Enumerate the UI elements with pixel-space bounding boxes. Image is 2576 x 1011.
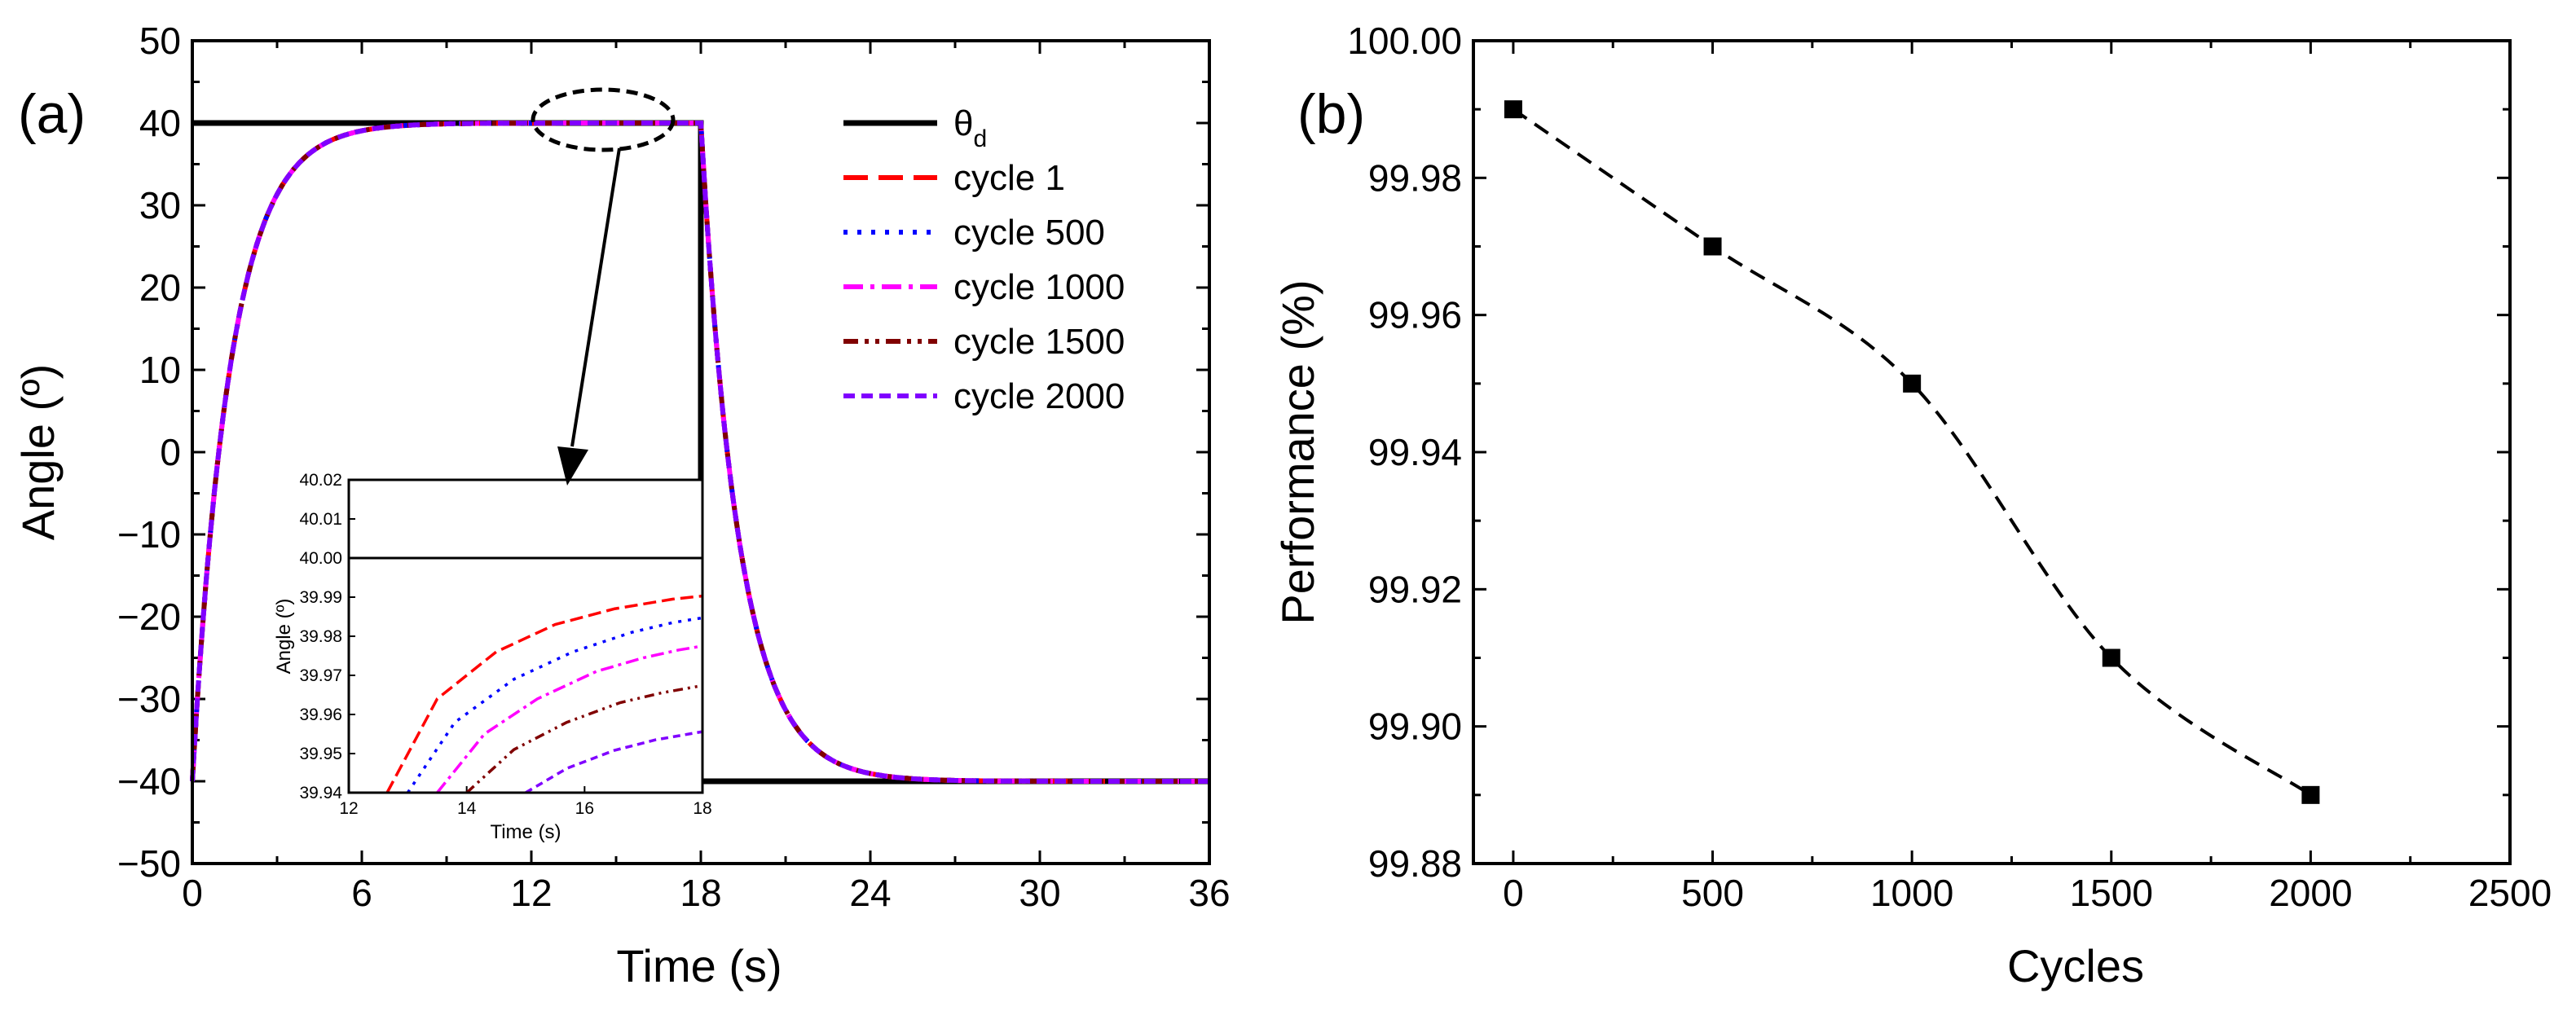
- panel-a: (a) Angle (º) Time (s) 0 6 12 18 24 30 36 50 40 3…: [12, 20, 1231, 991]
- zoom-arrow-head: [557, 446, 588, 486]
- y-tick-label: −10: [117, 513, 181, 556]
- inset-x-axis-label: Time (s): [490, 821, 561, 843]
- inset-series-cycle-1000: [436, 644, 703, 794]
- x-tick-label: 36: [1188, 872, 1230, 914]
- y-tick-label: 99.90: [1368, 706, 1462, 748]
- inset-x-tick-label: 12: [339, 799, 358, 818]
- inset-y-tick-label: 39.99: [299, 588, 342, 607]
- legend-label-main: θ: [953, 103, 973, 143]
- x-tick-label: 30: [1019, 872, 1060, 914]
- data-point-1500: [2102, 648, 2120, 667]
- y-tick-label: 99.96: [1368, 294, 1462, 336]
- x-tick-label: 2000: [2269, 872, 2352, 914]
- y-tick-label: −40: [117, 760, 181, 802]
- y-tick-label: 99.88: [1368, 842, 1462, 885]
- legend-label: cycle 500: [953, 213, 1105, 253]
- inset-y-tick-label: 39.96: [299, 706, 342, 724]
- inset-frame: [347, 478, 704, 794]
- inset-series-cycle-2000: [525, 730, 703, 794]
- y-tick-label: 0: [160, 431, 181, 473]
- x-tick-label: 1500: [2070, 872, 2153, 914]
- inset-x-tick-label: 18: [693, 799, 711, 818]
- inset-y-tick-label: 40.02: [299, 471, 342, 490]
- x-tick-label: 24: [849, 872, 891, 914]
- inset-series-cycle-1500: [465, 684, 703, 794]
- data-point-2000: [2301, 785, 2320, 804]
- inset-y-axis-label: Angle (º): [273, 599, 295, 675]
- y-tick-label: 40: [139, 102, 181, 144]
- inset-series-cycle-1: [385, 594, 703, 793]
- inset-y-tick-label: 40.00: [299, 549, 342, 568]
- legend-label: cycle 1: [953, 158, 1065, 198]
- y-tick-label: 10: [139, 349, 181, 391]
- panel-b-frame: [1472, 39, 2512, 865]
- x-tick-label: 18: [680, 872, 721, 914]
- panel-a-y-axis-label: Angle (º): [12, 364, 64, 541]
- y-tick-label: −30: [117, 678, 181, 720]
- x-tick-label: 500: [1681, 872, 1744, 914]
- inset-y-tick-label: 39.95: [299, 745, 342, 763]
- inset-y-tick-label: 39.98: [299, 627, 342, 646]
- panel-b: (b) Performance (%) Cycles 0 500 1000 1500 2…: [1272, 20, 2552, 991]
- y-tick-label: 20: [139, 266, 181, 309]
- data-point-500: [1703, 237, 1722, 256]
- panel-b-x-axis-label: Cycles: [2007, 940, 2144, 991]
- x-tick-label: 12: [510, 872, 552, 914]
- legend-label: cycle 1000: [953, 267, 1125, 307]
- panel-a-label: (a): [18, 83, 86, 145]
- legend-label: θd: [953, 103, 987, 152]
- y-tick-label: 99.98: [1368, 156, 1462, 199]
- x-tick-label: 2500: [2468, 872, 2552, 914]
- inset-y-tick-label: 40.01: [299, 510, 342, 529]
- panel-a-inset: 12 14 16 18 40.02 40.01 40.00 39.99 39.98 39.97 39…: [273, 471, 712, 843]
- performance-line: [1512, 108, 2312, 797]
- panel-b-y-axis-label: Performance (%): [1272, 279, 1323, 624]
- y-tick-label: 30: [139, 184, 181, 226]
- inset-x-tick-label: 16: [575, 799, 594, 818]
- panel-b-curves: [1504, 100, 2320, 804]
- data-point-0: [1504, 100, 1522, 119]
- legend-label-subscript: d: [973, 125, 987, 152]
- panel-b-label: (b): [1297, 83, 1365, 145]
- x-tick-label: 6: [351, 872, 372, 914]
- panel-a-legend: θd cycle 1 cycle 500 cycle 1000 cycle 1500 cy…: [843, 103, 1125, 416]
- y-tick-label: 50: [139, 20, 181, 62]
- y-tick-label: 99.92: [1368, 568, 1462, 610]
- y-tick-label: 99.94: [1368, 431, 1462, 473]
- y-tick-label: 100.00: [1347, 20, 1462, 62]
- legend-label: cycle 1500: [953, 322, 1125, 362]
- panel-a-x-axis-label: Time (s): [616, 940, 782, 991]
- y-tick-label: −50: [117, 842, 181, 885]
- inset-background: [349, 480, 702, 793]
- inset-y-tick-label: 39.94: [299, 784, 342, 802]
- x-tick-label: 0: [1503, 872, 1524, 914]
- x-tick-label: 1000: [1870, 872, 1953, 914]
- series-cycle-2000-line: [190, 121, 1209, 784]
- data-point-1000: [1903, 374, 1922, 393]
- zoom-region-ellipse: [531, 87, 676, 152]
- inset-x-tick-label: 14: [457, 799, 477, 818]
- x-tick-label: 0: [182, 872, 203, 914]
- zoom-arrow-line: [570, 147, 621, 447]
- panel-a-frame: [191, 39, 1211, 865]
- legend-label: cycle 2000: [953, 376, 1125, 416]
- panel-b-ticks: 0 500 1000 1500 2000 2500 100.00 99.98 99.96 99.9…: [1347, 20, 2552, 914]
- inset-y-tick-label: 39.97: [299, 666, 342, 685]
- y-tick-label: −20: [117, 596, 181, 638]
- panel-a-ticks: 0 6 12 18 24 30 36 50 40 30 20 10 0 −10 −20 −30 −40 −50: [117, 20, 1231, 914]
- panel-a-curves: [190, 120, 1209, 785]
